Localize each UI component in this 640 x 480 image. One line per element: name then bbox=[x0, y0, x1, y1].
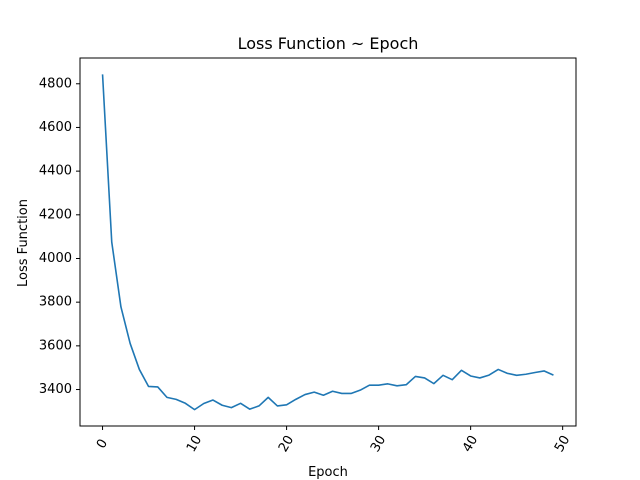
y-tick-label: 3400 bbox=[39, 382, 72, 397]
x-axis-label: Epoch bbox=[308, 465, 348, 480]
y-tick-label: 4000 bbox=[39, 251, 72, 266]
plot-frame bbox=[79, 57, 577, 427]
y-axis-ticks: 3400 3600 3800 4000 4200 4400 4600 4800 bbox=[39, 76, 80, 397]
x-tick-label: 30 bbox=[368, 433, 389, 455]
y-tick-label: 3800 bbox=[39, 295, 72, 310]
x-tick-label: 40 bbox=[460, 433, 481, 455]
y-axis-label: Loss Function bbox=[16, 199, 31, 287]
x-tick-label: 50 bbox=[552, 433, 573, 455]
y-tick-label: 3600 bbox=[39, 338, 72, 353]
plot-area bbox=[101, 74, 554, 411]
x-tick-label: 10 bbox=[184, 433, 205, 455]
chart-title: Loss Function ~ Epoch bbox=[238, 34, 419, 53]
y-tick-label: 4400 bbox=[39, 164, 72, 179]
y-tick-label: 4600 bbox=[39, 120, 72, 135]
y-tick-label: 4200 bbox=[39, 207, 72, 222]
y-tick-label: 4800 bbox=[39, 76, 72, 91]
series-line-0 bbox=[101, 74, 554, 411]
x-tick-label: 20 bbox=[276, 433, 297, 455]
